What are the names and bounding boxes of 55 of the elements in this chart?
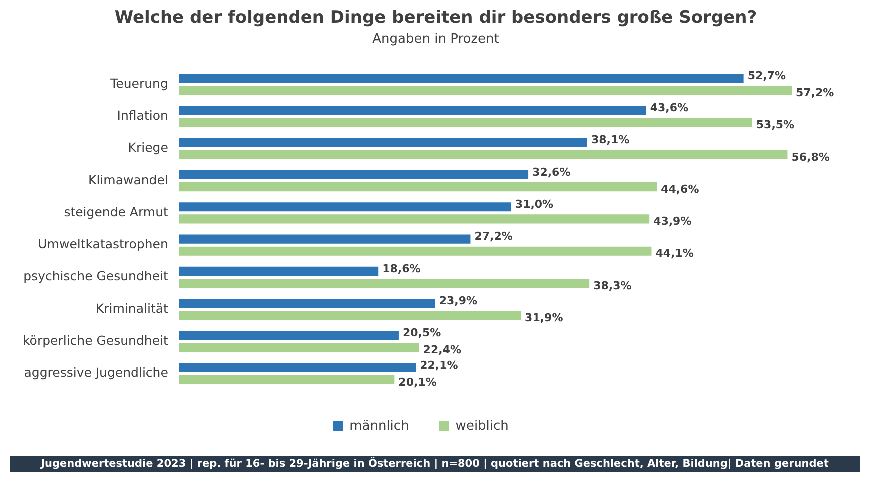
data-label: 20,1% — [398, 376, 437, 389]
bar — [179, 246, 652, 256]
legend-label: weiblich — [456, 418, 509, 434]
data-label: 38,3% — [594, 279, 632, 292]
y-tick-label: steigende Armut — [64, 204, 168, 220]
y-tick-label: Kriege — [128, 140, 169, 156]
legend-label: männlich — [350, 418, 410, 434]
data-label: 43,6% — [650, 102, 689, 115]
data-label: 18,6% — [382, 262, 421, 276]
data-label: 27,2% — [474, 230, 513, 244]
data-label: 32,6% — [532, 166, 571, 179]
data-label: 23,9% — [439, 294, 478, 308]
y-tick-label: aggressive Jugendliche — [24, 365, 169, 380]
chart-subtitle: Angaben in Prozent — [372, 32, 500, 47]
bar — [179, 74, 744, 84]
bar — [179, 202, 512, 212]
bar — [179, 311, 522, 320]
data-label: 22,4% — [423, 344, 462, 357]
y-tick-label: körperliche Gesundheit — [23, 333, 168, 348]
data-label: 44,6% — [661, 182, 700, 196]
bar — [179, 86, 792, 96]
bar — [179, 266, 379, 276]
bar — [179, 170, 529, 180]
y-tick-label: Kriminalität — [96, 300, 168, 316]
data-label: 43,9% — [654, 215, 692, 228]
bar — [179, 363, 416, 372]
data-label: 53,5% — [756, 118, 795, 132]
bar — [179, 299, 436, 308]
bar — [179, 331, 399, 340]
bar — [179, 375, 395, 384]
y-tick-label: Teuerung — [110, 76, 168, 91]
data-label: 31,0% — [515, 198, 554, 212]
bar — [179, 343, 420, 352]
bar — [179, 182, 658, 192]
data-label: 38,1% — [591, 134, 630, 147]
bar — [179, 150, 788, 160]
data-label: 52,7% — [748, 69, 786, 82]
bar — [179, 278, 590, 288]
bar — [179, 118, 752, 128]
bar — [179, 234, 471, 244]
chart-title: Welche der folgenden Dinge bereiten dir besonders große Sorgen? — [114, 8, 758, 28]
y-tick-label: Inflation — [117, 108, 168, 123]
y-tick-label: Klimawandel — [88, 172, 168, 188]
y-tick-label: Umweltkatastrophen — [38, 236, 168, 252]
data-label: 22,1% — [420, 358, 458, 372]
data-label: 20,5% — [402, 326, 442, 340]
data-label: 44,1% — [656, 247, 694, 260]
bar — [179, 106, 646, 116]
text: Jugendwertestudie 2023 | rep. für 16- bis 29-Jährige in Österreich | n=800 | quotiert nach Geschlecht, Alter, Bildung| Daten gerundet — [10, 456, 860, 472]
data-label: 31,9% — [525, 312, 564, 325]
y-tick-label: psychische Gesundheit — [24, 268, 168, 284]
bar — [179, 214, 650, 224]
data-label: 57,2% — [796, 86, 834, 100]
bar — [179, 138, 588, 148]
data-label: 56,8% — [792, 150, 830, 164]
